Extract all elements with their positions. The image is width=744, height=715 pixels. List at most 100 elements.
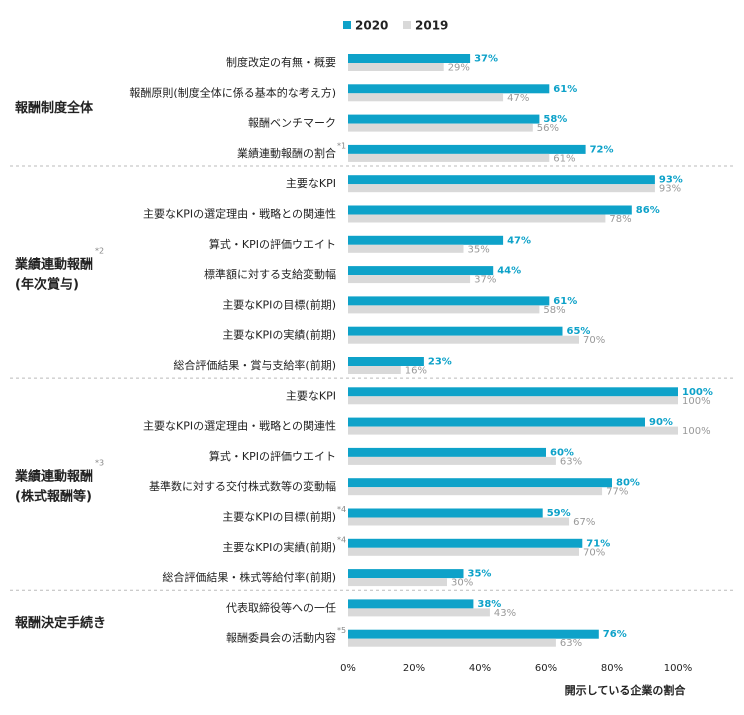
- bar: [348, 144, 586, 154]
- value-label: 61%: [553, 84, 577, 95]
- category-label: 総合評価結果・株式等給付率(前期): [162, 570, 336, 584]
- value-label: 44%: [497, 266, 521, 277]
- bar: [348, 578, 447, 587]
- value-label: 70%: [583, 547, 605, 558]
- bar: [348, 508, 543, 518]
- bar: [348, 335, 579, 344]
- value-label: 38%: [477, 599, 501, 610]
- category-label: 報酬原則(制度全体に係る基本的な考え方): [129, 85, 336, 99]
- value-label: 30%: [451, 578, 473, 589]
- category-label: 制度改定の有無・概要: [226, 55, 336, 69]
- category-label: 総合評価結果・賞与支給率(前期): [173, 358, 336, 372]
- category-label: 主要なKPIの選定理由・戦略との関連性: [143, 207, 336, 221]
- legend-label: 2019: [415, 19, 448, 33]
- group-label: 業績連動報酬: [14, 257, 93, 273]
- footnote-marker: *2: [95, 247, 104, 256]
- category-label: 業績連動報酬の割合: [237, 146, 336, 160]
- value-label: 65%: [567, 326, 591, 337]
- bar: [348, 205, 632, 215]
- category-label: 算式・KPIの評価ウエイト: [209, 237, 336, 251]
- category-label: 報酬ベンチマーク: [248, 117, 336, 130]
- footnote-marker: *4: [337, 505, 346, 514]
- value-label: 60%: [550, 447, 574, 458]
- group-label: 業績連動報酬: [14, 469, 93, 485]
- bar: [348, 114, 540, 124]
- value-label: 23%: [428, 357, 452, 368]
- value-label: 29%: [448, 63, 470, 74]
- category-label: 主要なKPIの選定理由・戦略との関連性: [143, 419, 336, 433]
- bar: [348, 54, 471, 63]
- category-label: 主要なKPIの目標(前期): [222, 510, 336, 524]
- bar: [348, 184, 655, 193]
- category-label: 主要なKPI: [286, 389, 336, 402]
- value-label: 47%: [507, 235, 531, 246]
- value-label: 63%: [560, 638, 582, 649]
- value-label: 93%: [659, 175, 683, 186]
- value-label: 61%: [553, 296, 577, 307]
- bar: [348, 244, 464, 253]
- bar: [348, 235, 504, 245]
- bar: [348, 175, 655, 185]
- group-label: (年次賞与): [15, 277, 79, 293]
- bar: [348, 569, 464, 579]
- category-label: 主要なKPIの実績(前期): [222, 540, 336, 554]
- bar: [348, 214, 606, 223]
- bar: [348, 396, 678, 405]
- bar: [348, 447, 546, 457]
- legend-label: 2020: [355, 19, 388, 33]
- bar: [348, 93, 504, 102]
- bar: [348, 417, 645, 427]
- value-label: 93%: [659, 184, 681, 195]
- value-label: 58%: [543, 305, 565, 316]
- bar: [348, 599, 474, 609]
- value-label: 47%: [507, 93, 529, 104]
- category-label: 主要なKPIの実績(前期): [222, 328, 336, 342]
- x-tick-label: 20%: [403, 663, 425, 674]
- value-label: 80%: [616, 478, 640, 489]
- legend-swatch: [343, 21, 351, 29]
- bar: [348, 538, 583, 548]
- bar: [348, 387, 678, 397]
- group-label: 報酬決定手続き: [15, 615, 106, 631]
- bar: [348, 326, 563, 336]
- value-label: 59%: [547, 508, 571, 519]
- x-tick-label: 60%: [535, 663, 557, 674]
- footnote-marker: *5: [337, 626, 346, 635]
- bar: [348, 426, 678, 435]
- bar: [348, 305, 540, 314]
- bar: [348, 63, 444, 71]
- footnote-marker: *3: [95, 459, 104, 468]
- footnote-marker: *1: [337, 141, 346, 150]
- legend-swatch: [403, 21, 411, 29]
- category-label: 基準数に対する交付株式数等の変動幅: [149, 479, 336, 493]
- bar: [348, 547, 579, 556]
- value-label: 16%: [405, 366, 427, 377]
- value-label: 70%: [583, 335, 605, 346]
- value-label: 71%: [586, 538, 610, 549]
- x-tick-label: 100%: [664, 663, 693, 674]
- value-label: 100%: [682, 396, 711, 407]
- x-tick-label: 0%: [340, 663, 356, 674]
- value-label: 58%: [543, 114, 567, 125]
- bar: [348, 517, 570, 526]
- footnote-marker: *4: [337, 535, 346, 544]
- value-label: 100%: [682, 426, 711, 437]
- bar: [348, 275, 471, 284]
- value-label: 61%: [553, 153, 575, 164]
- value-label: 77%: [606, 487, 628, 498]
- category-label: 算式・KPIの評価ウエイト: [209, 449, 336, 463]
- bar: [348, 638, 556, 647]
- value-label: 37%: [474, 54, 498, 65]
- bar: [348, 153, 550, 162]
- bar: [348, 478, 612, 488]
- bar: [348, 296, 550, 306]
- value-label: 35%: [468, 244, 490, 255]
- x-tick-label: 40%: [469, 663, 491, 674]
- value-label: 63%: [560, 456, 582, 467]
- bar: [348, 456, 556, 465]
- value-label: 43%: [494, 608, 516, 619]
- value-label: 56%: [537, 123, 559, 134]
- category-label: 主要なKPI: [286, 177, 336, 190]
- value-label: 78%: [609, 214, 631, 225]
